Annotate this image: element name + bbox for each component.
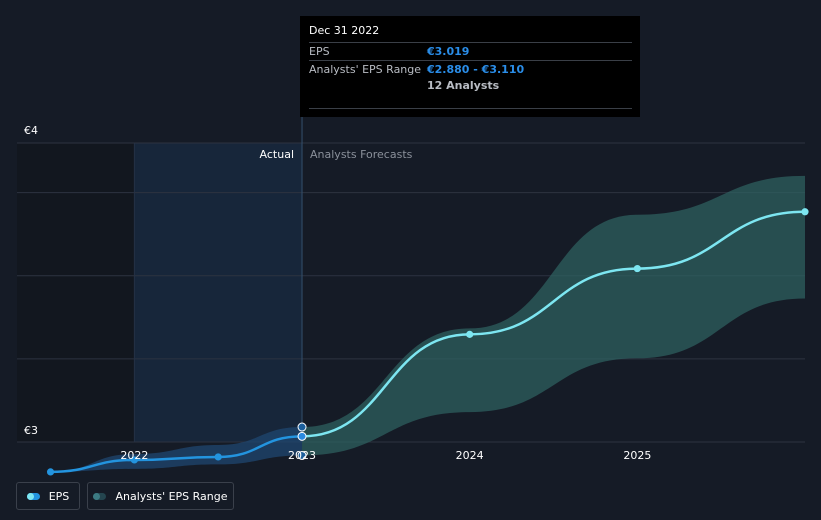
actual-label: Actual [260, 148, 294, 161]
eps-actual-line [50, 435, 303, 474]
tooltip-range-label: Analysts' EPS Range [309, 63, 422, 76]
eps-point[interactable] [297, 431, 307, 441]
past-shade-dark [17, 143, 135, 442]
tooltip-range-value: €2.880 - €3.110 [427, 63, 525, 76]
tooltip-eps-row: EPS €3.019 [309, 42, 632, 60]
legend-eps[interactable]: EPS [16, 482, 80, 510]
tooltip-divider [309, 108, 632, 109]
legend-eps-range[interactable]: Analysts' EPS Range [87, 482, 234, 510]
range-swatch-icon [93, 492, 107, 500]
x-tick-label: 2022 [120, 449, 148, 462]
y-tick-label: €4 [24, 124, 38, 137]
range-point[interactable] [297, 422, 307, 432]
tooltip-analysts-row: 12 Analysts [309, 78, 632, 94]
tooltip-eps-label: EPS [309, 45, 330, 58]
eps-points [46, 208, 809, 476]
eps-point[interactable] [801, 208, 809, 216]
eps-tooltip: Dec 31 2022 EPS €3.019 Analysts' EPS Ran… [300, 16, 640, 117]
forecast-label: Analysts Forecasts [310, 148, 413, 161]
eps-point[interactable] [466, 330, 474, 338]
tooltip-analysts-count: 12 Analysts [427, 79, 500, 92]
forecast-eps-range-band [302, 175, 805, 456]
eps-swatch-icon [26, 492, 40, 500]
eps-point[interactable] [214, 453, 222, 461]
x-tick-label: 2023 [288, 449, 316, 462]
y-axis-labels: €4 €3 [24, 124, 38, 437]
eps-point[interactable] [46, 468, 55, 476]
legend-range-label: Analysts' EPS Range [115, 489, 228, 503]
tooltip-range-row: Analysts' EPS Range €2.880 - €3.110 [309, 60, 632, 78]
eps-point[interactable] [633, 264, 641, 273]
y-tick-label: €3 [24, 424, 38, 437]
eps-point[interactable] [130, 456, 138, 464]
x-tick-label: 2024 [456, 449, 484, 462]
x-tick-label: 2025 [623, 449, 651, 462]
range-point[interactable] [297, 450, 307, 460]
past-shade-highlight [134, 143, 303, 442]
eps-forecast-line [302, 210, 806, 438]
tooltip-eps-value: €3.019 [427, 45, 470, 58]
tooltip-date: Dec 31 2022 [309, 24, 380, 37]
legend-eps-label: EPS [48, 489, 70, 503]
x-axis-labels: 2022 2023 2024 2025 [120, 449, 651, 462]
